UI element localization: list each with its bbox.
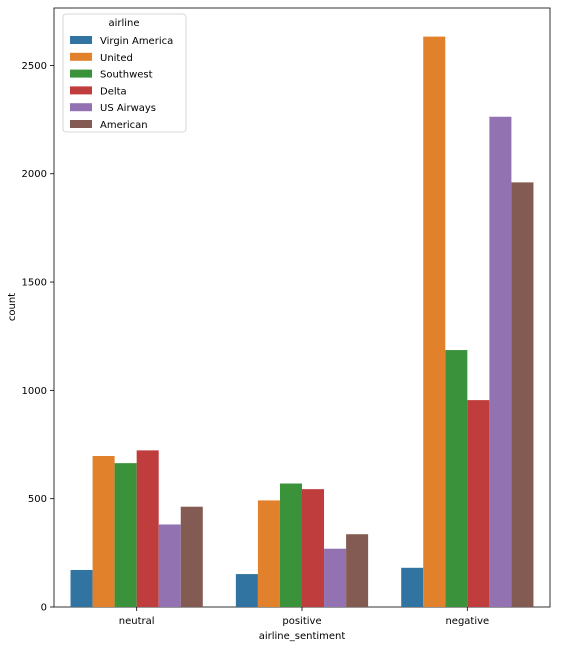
bar-delta-neutral	[136, 450, 159, 607]
legend: airline Virgin America United Southwest Del…	[62, 13, 187, 133]
legend-items: Virgin America United Southwest Delta US Air…	[70, 36, 173, 131]
legend-label-virgin-america: Virgin America	[100, 36, 173, 47]
legend-swatch-united	[70, 52, 92, 61]
x-axis: neutral positive negative	[119, 607, 489, 627]
x-tick-label-positive: positive	[282, 616, 321, 627]
bar-southwest-negative	[445, 350, 468, 607]
bar-american-negative	[511, 182, 534, 607]
bar-us-airways-positive	[324, 548, 347, 607]
bar-virgin-america-negative	[401, 567, 424, 607]
legend-swatch-us-airways	[70, 103, 92, 112]
bar-southwest-positive	[279, 483, 302, 607]
y-tick-label: 2500	[22, 61, 47, 72]
legend-label-us-airways: US Airways	[100, 103, 156, 114]
bar-virgin-america-neutral	[70, 569, 93, 607]
y-tick-label: 1000	[22, 386, 47, 397]
bar-united-negative	[423, 36, 446, 608]
bar-us-airways-neutral	[158, 524, 181, 607]
legend-label-american: American	[100, 120, 148, 131]
legend-box	[62, 13, 187, 133]
bar-delta-negative	[467, 400, 490, 607]
y-axis-label: count	[7, 293, 18, 321]
legend-swatch-delta	[70, 86, 92, 95]
bar-american-neutral	[180, 506, 203, 607]
bars-group	[70, 36, 534, 608]
x-axis-label: airline_sentiment	[259, 631, 346, 642]
legend-label-southwest: Southwest	[100, 70, 153, 81]
x-tick-label-neutral: neutral	[119, 616, 155, 627]
y-tick-label: 500	[28, 494, 47, 505]
y-tick-label: 2000	[22, 169, 47, 180]
legend-swatch-southwest	[70, 69, 92, 78]
legend-swatch-virgin-america	[70, 36, 92, 44]
y-tick-label: 1500	[22, 278, 47, 289]
y-tick-label: 0	[41, 603, 47, 614]
bar-delta-positive	[302, 489, 325, 607]
bar-virgin-america-positive	[235, 574, 258, 607]
bar-united-neutral	[92, 456, 115, 607]
bar-american-positive	[346, 534, 369, 607]
bar-us-airways-negative	[489, 116, 512, 607]
legend-label-delta: Delta	[100, 86, 127, 97]
legend-label-united: United	[100, 53, 133, 64]
legend-title: airline	[108, 18, 139, 29]
bar-united-positive	[257, 500, 280, 607]
legend-swatch-american	[70, 120, 92, 128]
bar-southwest-neutral	[114, 463, 137, 607]
x-tick-label-negative: negative	[445, 616, 489, 627]
y-axis: 0 500 1000 1500 2000 2500	[22, 61, 54, 614]
